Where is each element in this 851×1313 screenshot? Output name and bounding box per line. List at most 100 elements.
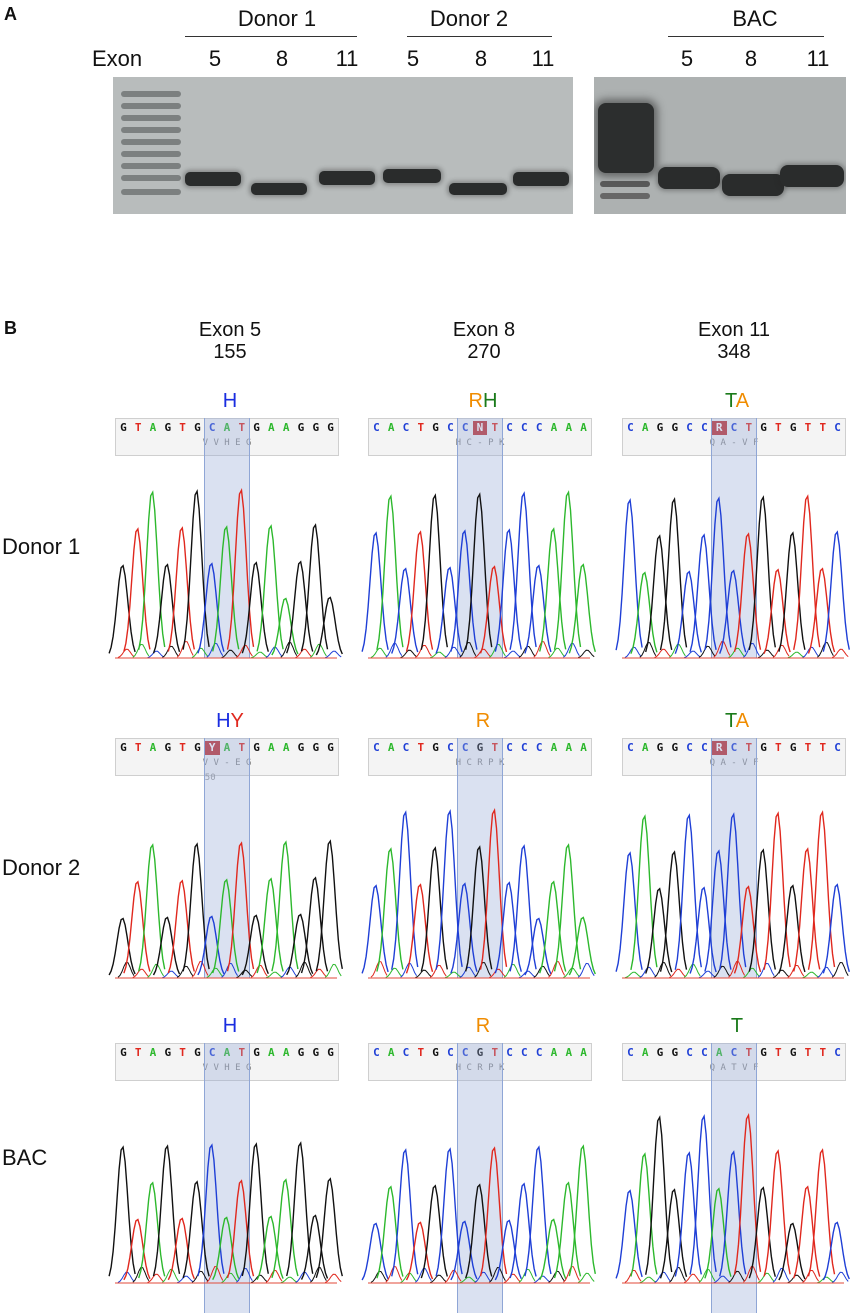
trace-peak	[167, 1217, 195, 1281]
trace-noise	[147, 650, 164, 659]
trace-peak	[615, 1189, 643, 1279]
sequence-base: G	[327, 1046, 334, 1059]
sequence-base: T	[804, 1046, 812, 1059]
base-call-letter: T	[724, 390, 736, 412]
sequence-base: G	[476, 741, 484, 754]
sequence-base: C	[535, 1046, 543, 1059]
trace-peak	[286, 560, 314, 654]
trace-noise	[577, 1272, 595, 1283]
trace-peak	[659, 850, 688, 972]
trace-noise	[429, 964, 447, 978]
trace-peak	[539, 1218, 567, 1281]
trace-peak	[315, 1177, 343, 1278]
trace-peak	[123, 527, 151, 652]
trace-peak	[630, 571, 658, 654]
sequence-base: G	[194, 1046, 201, 1059]
sequence-base: G	[253, 1046, 260, 1059]
trace-peak	[226, 1179, 255, 1279]
trace-noise	[265, 646, 283, 658]
trace-noise	[713, 640, 731, 658]
sequence-base: G	[194, 421, 201, 434]
sequence-base: A	[268, 421, 275, 434]
trace-peak	[553, 843, 582, 972]
sequence-base: T	[804, 421, 812, 434]
trace-noise	[162, 970, 179, 979]
sequence-base: G	[760, 421, 767, 434]
sequence-base: A	[149, 741, 157, 754]
exon-axis-label: Exon	[92, 46, 143, 71]
sequence-base: T	[775, 421, 782, 434]
lane-label: 8	[744, 46, 758, 71]
base-call-letter: H	[222, 1015, 238, 1037]
sequence-base: G	[656, 741, 664, 754]
sequence-base: C	[834, 1046, 841, 1059]
lane-label: 11	[335, 46, 359, 71]
chromatogram-trace	[108, 488, 343, 659]
sequence-base: G	[312, 421, 320, 434]
trace-peak	[822, 1221, 850, 1281]
trace-peak	[689, 886, 717, 974]
trace-noise	[624, 1269, 642, 1283]
trace-peak	[674, 570, 702, 654]
trace-peak	[108, 564, 136, 654]
trace-peak	[479, 1146, 508, 1277]
trace-peak	[435, 1147, 463, 1277]
trace-noise	[683, 650, 701, 659]
trace-peak	[271, 840, 299, 972]
sequence-base: C	[730, 741, 738, 754]
gel-band	[383, 169, 441, 183]
trace-noise	[518, 1268, 536, 1283]
sequence-base: G	[120, 1046, 127, 1059]
sequence-base: T	[775, 741, 782, 754]
lane-label: 5	[406, 46, 420, 71]
sequence-base: G	[120, 421, 127, 434]
sequence-base: T	[745, 1046, 753, 1059]
trace-noise	[310, 968, 327, 979]
trace-peak	[167, 879, 195, 974]
sequence-base: T	[775, 1046, 782, 1059]
trace-peak	[524, 564, 552, 654]
panel-b-letter: B	[4, 318, 17, 338]
trace-noise	[310, 643, 327, 658]
chromatogram-trace	[361, 808, 596, 979]
trace-peak	[420, 846, 448, 972]
sequence-base: T	[417, 741, 425, 754]
sequence-base: C	[701, 741, 708, 754]
gel-band	[185, 172, 241, 186]
column-position: 155	[213, 341, 247, 363]
column-header-exon-8: Exon 8 270	[414, 319, 554, 363]
trace-noise	[743, 967, 760, 978]
gel-image-donors	[113, 77, 573, 214]
sequence-base: A	[387, 421, 395, 434]
trace-noise	[236, 1267, 253, 1283]
trace-peak	[167, 526, 195, 652]
trace-noise	[176, 640, 194, 658]
trace-peak	[763, 568, 791, 654]
trace-peak	[494, 881, 522, 974]
sequence-base: A	[641, 1046, 649, 1059]
trace-peak	[138, 843, 166, 972]
sequence-base: A	[641, 421, 649, 434]
trace-noise	[728, 647, 745, 658]
sequence-base: C	[402, 421, 410, 434]
trace-noise	[669, 968, 686, 979]
base-call-letter: A	[735, 390, 750, 412]
chromatogram-trace	[615, 494, 850, 659]
trace-peak	[807, 567, 836, 654]
sequence-base: N	[472, 421, 488, 435]
trace-noise	[548, 647, 565, 658]
trace-noise	[117, 1271, 135, 1283]
sequence-base: G	[164, 1046, 172, 1059]
row-label-donor-2: Donor 2	[2, 855, 81, 880]
trace-noise	[444, 646, 462, 658]
sequence-base: C	[402, 1046, 410, 1059]
trace-peak	[420, 1184, 448, 1279]
sequence-base: C	[208, 1046, 216, 1059]
sequence-base: A	[565, 1046, 573, 1059]
sequence-base: T	[819, 1046, 827, 1059]
trace-noise	[444, 971, 462, 979]
sequence-base: G	[194, 741, 201, 754]
trace-noise	[713, 1275, 731, 1284]
trace-peak	[241, 1142, 269, 1277]
